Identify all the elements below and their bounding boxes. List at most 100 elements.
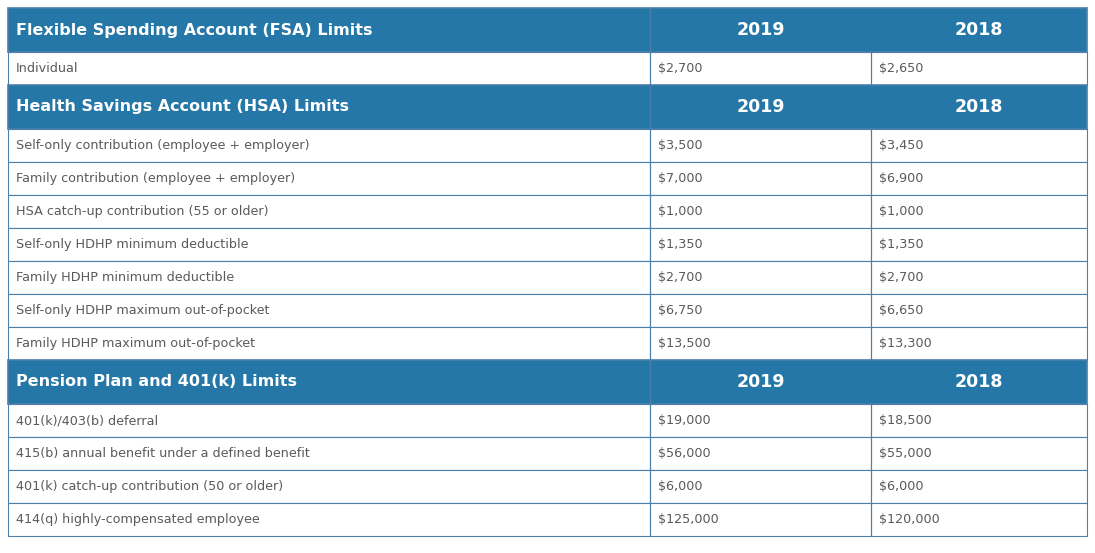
Bar xyxy=(8,162,650,195)
Text: $18,500: $18,500 xyxy=(879,414,932,427)
Text: Family contribution (employee + employer): Family contribution (employee + employer… xyxy=(16,172,296,185)
Bar xyxy=(872,437,1087,470)
Text: 401(k) catch-up contribution (50 or older): 401(k) catch-up contribution (50 or olde… xyxy=(16,480,284,493)
Bar xyxy=(872,437,1087,470)
Bar xyxy=(8,195,650,228)
Text: Individual: Individual xyxy=(16,62,79,75)
Bar xyxy=(872,294,1087,327)
Text: 2019: 2019 xyxy=(736,21,785,39)
Text: 401(k)/403(b) deferral: 401(k)/403(b) deferral xyxy=(16,414,158,427)
Bar xyxy=(650,437,872,470)
Bar xyxy=(872,52,1087,85)
Bar xyxy=(8,327,650,360)
Bar xyxy=(650,327,872,360)
Text: $6,650: $6,650 xyxy=(879,304,923,317)
Bar xyxy=(8,360,1087,404)
Bar xyxy=(650,162,872,195)
Bar xyxy=(650,228,872,261)
Bar xyxy=(8,85,1087,129)
Bar xyxy=(8,503,650,536)
Text: Health Savings Account (HSA) Limits: Health Savings Account (HSA) Limits xyxy=(16,100,349,114)
Text: Self-only contribution (employee + employer): Self-only contribution (employee + emplo… xyxy=(16,139,310,152)
Bar xyxy=(872,327,1087,360)
Text: 2018: 2018 xyxy=(955,21,1003,39)
Text: $3,450: $3,450 xyxy=(879,139,924,152)
Bar xyxy=(8,228,650,261)
Bar xyxy=(872,503,1087,536)
Bar xyxy=(872,228,1087,261)
Bar xyxy=(8,8,1087,52)
Bar xyxy=(8,162,650,195)
Bar xyxy=(8,228,650,261)
Bar xyxy=(8,437,650,470)
Bar xyxy=(8,470,650,503)
Bar xyxy=(650,327,872,360)
Bar xyxy=(650,470,872,503)
Bar xyxy=(650,195,872,228)
Text: $56,000: $56,000 xyxy=(658,447,711,460)
Bar xyxy=(8,327,650,360)
Bar xyxy=(650,261,872,294)
Bar xyxy=(8,294,650,327)
Bar xyxy=(650,261,872,294)
Text: Flexible Spending Account (FSA) Limits: Flexible Spending Account (FSA) Limits xyxy=(16,23,372,38)
Text: $6,900: $6,900 xyxy=(879,172,923,185)
Text: $120,000: $120,000 xyxy=(879,513,940,526)
Bar xyxy=(872,162,1087,195)
Bar xyxy=(8,470,650,503)
Bar xyxy=(650,294,872,327)
Text: $2,700: $2,700 xyxy=(879,271,924,284)
Bar xyxy=(8,52,650,85)
Bar xyxy=(8,294,650,327)
Bar xyxy=(872,129,1087,162)
Bar xyxy=(872,162,1087,195)
Bar xyxy=(650,404,872,437)
Bar xyxy=(872,228,1087,261)
Bar xyxy=(872,404,1087,437)
Bar xyxy=(650,294,872,327)
Bar xyxy=(8,404,650,437)
Text: 2019: 2019 xyxy=(736,373,785,391)
Bar xyxy=(8,85,1087,129)
Bar xyxy=(872,195,1087,228)
Bar xyxy=(650,503,872,536)
Text: Self-only HDHP maximum out-of-pocket: Self-only HDHP maximum out-of-pocket xyxy=(16,304,269,317)
Bar xyxy=(8,261,650,294)
Bar xyxy=(872,129,1087,162)
Bar xyxy=(650,129,872,162)
Text: $1,350: $1,350 xyxy=(879,238,924,251)
Text: 2019: 2019 xyxy=(736,98,785,116)
Text: $1,000: $1,000 xyxy=(658,205,703,218)
Text: 2018: 2018 xyxy=(955,373,1003,391)
Bar xyxy=(872,195,1087,228)
Bar xyxy=(650,404,872,437)
Bar xyxy=(650,503,872,536)
Bar xyxy=(650,129,872,162)
Text: $6,000: $6,000 xyxy=(658,480,703,493)
Text: Family HDHP minimum deductible: Family HDHP minimum deductible xyxy=(16,271,234,284)
Text: $55,000: $55,000 xyxy=(879,447,932,460)
Text: $6,000: $6,000 xyxy=(879,480,924,493)
Bar xyxy=(650,52,872,85)
Text: $7,000: $7,000 xyxy=(658,172,703,185)
Text: $13,300: $13,300 xyxy=(879,337,932,350)
Text: HSA catch-up contribution (55 or older): HSA catch-up contribution (55 or older) xyxy=(16,205,268,218)
Bar xyxy=(8,437,650,470)
Text: Self-only HDHP minimum deductible: Self-only HDHP minimum deductible xyxy=(16,238,249,251)
Bar xyxy=(8,129,650,162)
Bar xyxy=(872,261,1087,294)
Text: $2,700: $2,700 xyxy=(658,271,703,284)
Bar xyxy=(8,360,1087,404)
Text: $1,000: $1,000 xyxy=(879,205,924,218)
Text: $2,700: $2,700 xyxy=(658,62,703,75)
Bar xyxy=(8,261,650,294)
Bar xyxy=(650,470,872,503)
Bar xyxy=(872,261,1087,294)
Text: 415(b) annual benefit under a defined benefit: 415(b) annual benefit under a defined be… xyxy=(16,447,310,460)
Text: Pension Plan and 401(k) Limits: Pension Plan and 401(k) Limits xyxy=(16,374,297,389)
Bar xyxy=(8,404,650,437)
Bar xyxy=(650,228,872,261)
Bar xyxy=(872,294,1087,327)
Bar xyxy=(650,195,872,228)
Text: $3,500: $3,500 xyxy=(658,139,703,152)
